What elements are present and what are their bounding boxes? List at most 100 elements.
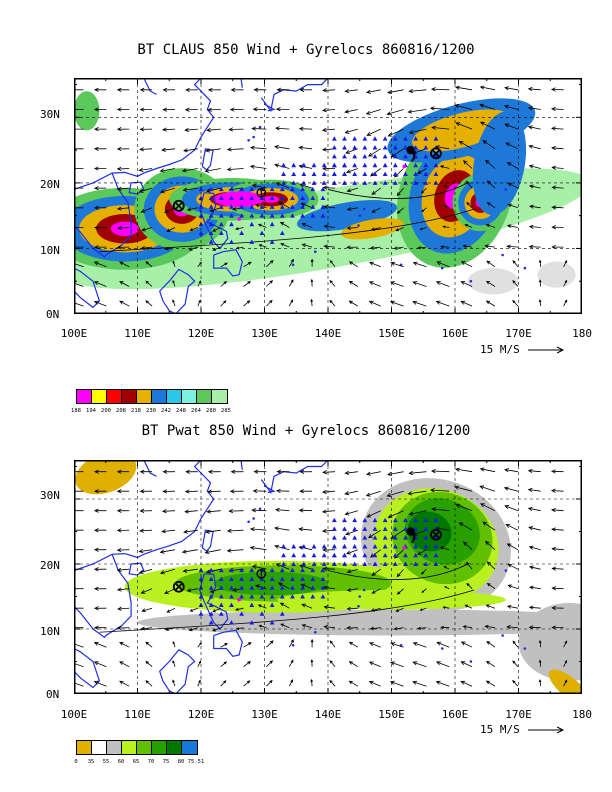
rain-marker	[290, 576, 295, 581]
wind-vector	[486, 202, 496, 209]
wind-vector	[329, 679, 336, 687]
panel1-x-tick-2: 120E	[187, 327, 215, 340]
panel2-x-tick-7: 170E	[505, 708, 532, 721]
rain-marker	[362, 171, 368, 177]
wind-vector	[243, 280, 251, 287]
wind-vector	[266, 679, 273, 687]
rain-marker	[392, 535, 398, 540]
rain-marker	[413, 544, 419, 549]
rain-marker	[198, 230, 204, 236]
wind-vector	[538, 279, 542, 287]
wind-vector	[371, 588, 381, 594]
rain-marker	[433, 153, 439, 159]
rain-marker	[208, 585, 214, 590]
wind-vector	[344, 88, 358, 94]
wind-vector	[279, 221, 290, 228]
wind-vector	[485, 223, 496, 228]
wind-vector	[197, 641, 202, 648]
rain-marker	[269, 204, 275, 209]
wind-vector	[257, 223, 267, 228]
wind-vector	[458, 522, 473, 531]
wind-vector	[563, 640, 568, 648]
rain-marker	[218, 204, 224, 209]
rain-marker	[239, 213, 245, 218]
wind-vector	[186, 588, 198, 593]
rain-marker	[239, 585, 245, 590]
wind-vector	[348, 280, 359, 287]
streamline	[99, 589, 475, 633]
cloud-band	[412, 109, 511, 152]
wind-vector	[563, 659, 568, 667]
wind-vector	[396, 187, 404, 197]
wind-vector	[258, 244, 267, 248]
wind-vector	[204, 549, 221, 555]
wind-vector	[274, 507, 290, 512]
wind-vector	[182, 187, 198, 192]
panel1-legend-bar	[76, 389, 228, 404]
wind-vector	[145, 280, 153, 287]
wind-vector	[220, 643, 228, 648]
rain-marker	[372, 162, 378, 168]
panel1-x-tick-4: 140E	[314, 327, 342, 340]
rain-marker	[290, 213, 295, 218]
wind-vector	[321, 509, 336, 514]
pwat-shade	[407, 511, 452, 552]
wind-vector	[251, 564, 267, 570]
wind-vector	[172, 260, 176, 267]
rain-marker	[290, 567, 295, 573]
wind-vector	[116, 528, 130, 533]
rain-marker	[342, 552, 347, 558]
rain-marker	[362, 517, 368, 523]
rain-marker	[403, 145, 408, 150]
wind-vector	[344, 490, 358, 496]
streamline	[327, 563, 468, 580]
rain-marker	[229, 594, 234, 599]
wind-vector	[323, 605, 336, 610]
coastline	[159, 268, 196, 314]
wind-vector	[345, 148, 358, 154]
wind-vector	[184, 509, 198, 514]
wind-vector	[288, 679, 294, 687]
p1-y-0n: 0N	[46, 308, 60, 321]
wind-vector	[506, 244, 518, 249]
wind-vector	[435, 661, 450, 668]
rain-marker	[392, 544, 398, 549]
typhoon-symbol-icon	[406, 145, 415, 155]
wind-vector	[139, 127, 153, 132]
rain-marker	[208, 204, 214, 209]
wind-vector	[550, 488, 564, 493]
rain-marker	[321, 552, 327, 558]
wind-vector	[484, 159, 496, 169]
wind-vector	[512, 260, 519, 268]
rain-marker	[259, 204, 265, 209]
wind-vector	[228, 508, 244, 514]
wind-vector	[366, 128, 381, 136]
wind-vector	[322, 566, 336, 571]
wind-vector	[298, 126, 313, 131]
island-dot	[258, 125, 262, 129]
rain-marker	[433, 162, 439, 168]
rain-marker	[300, 186, 305, 192]
wind-vector	[74, 261, 84, 268]
rain-marker	[403, 517, 408, 523]
rain-marker	[342, 544, 347, 549]
rain-marker	[259, 195, 265, 200]
wind-vector	[93, 641, 107, 648]
gyre-location-icon	[430, 147, 442, 160]
wind-vector	[479, 467, 496, 473]
rain-marker	[423, 136, 429, 141]
rain-marker	[269, 585, 275, 590]
rain-marker	[352, 561, 358, 566]
island-dot	[362, 207, 366, 211]
wind-vector	[206, 509, 221, 514]
wind-vector	[550, 87, 564, 92]
rain-marker	[320, 195, 326, 200]
island-dot	[291, 263, 295, 267]
rain-marker	[392, 552, 398, 558]
rain-marker	[218, 602, 224, 607]
rain-marker	[279, 594, 285, 599]
wind-vector	[365, 109, 381, 115]
rain-marker	[290, 585, 295, 590]
p1-y-10n: 10N	[40, 244, 60, 257]
wind-vector	[141, 227, 153, 232]
